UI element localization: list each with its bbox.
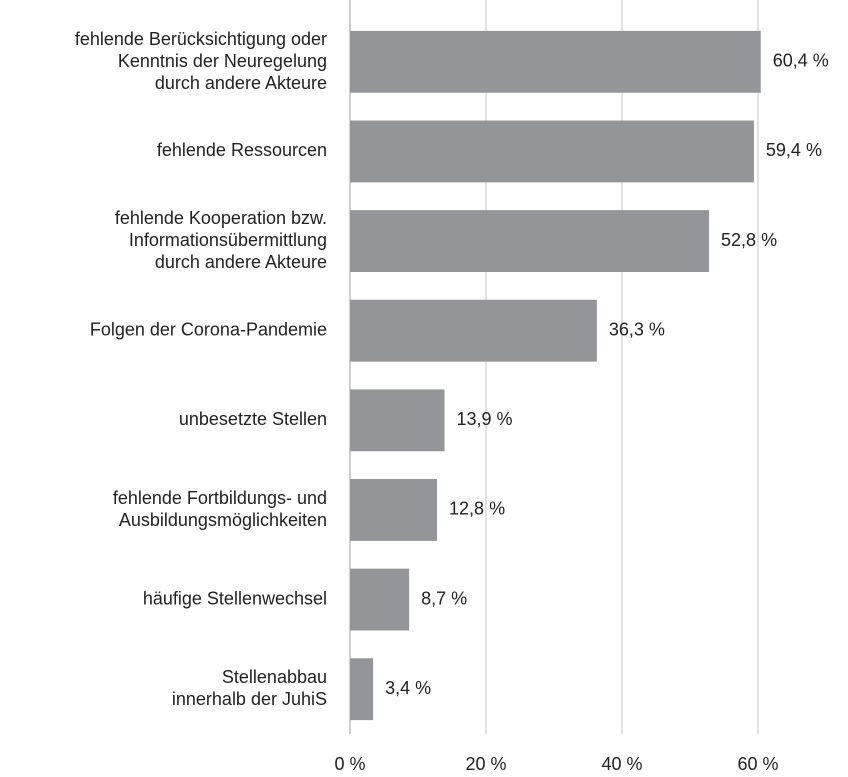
y-tick-label: fehlende Fortbildungs- und Ausbildungsmög… (113, 488, 327, 530)
bar (350, 658, 374, 721)
y-tick-label: fehlende Ressourcen (157, 140, 327, 160)
value-label: 13,9 % (457, 409, 513, 429)
value-label: 52,8 % (721, 230, 777, 250)
y-tick-label: Stellenabbau innerhalb der JuhiS (172, 667, 327, 709)
value-label: 12,8 % (449, 499, 505, 519)
value-label: 59,4 % (766, 140, 822, 160)
y-tick-label: Folgen der Corona-Pandemie (90, 319, 327, 339)
y-tick-label: fehlende Kooperation bzw. Informationsübe… (115, 208, 327, 272)
value-label: 3,4 % (385, 678, 431, 698)
x-tick-label: 0 % (334, 754, 365, 774)
y-tick-label: fehlende Berücksichtigung oder Kenntnis d… (75, 29, 327, 93)
bar (350, 568, 410, 631)
x-tick-label: 20 % (465, 754, 506, 774)
value-label: 36,3 % (609, 319, 665, 339)
y-tick-label: häufige Stellenwechsel (143, 588, 327, 608)
bar (350, 120, 754, 183)
bar (350, 389, 445, 452)
bar (350, 479, 438, 541)
bar (350, 30, 761, 93)
y-tick-label: unbesetzte Stellen (179, 409, 327, 429)
x-tick-label: 40 % (601, 754, 642, 774)
value-label: 60,4 % (773, 51, 829, 71)
x-tick-label: 60 % (737, 754, 778, 774)
bar (350, 299, 597, 362)
value-label: 8,7 % (421, 588, 467, 608)
bar (350, 210, 710, 272)
